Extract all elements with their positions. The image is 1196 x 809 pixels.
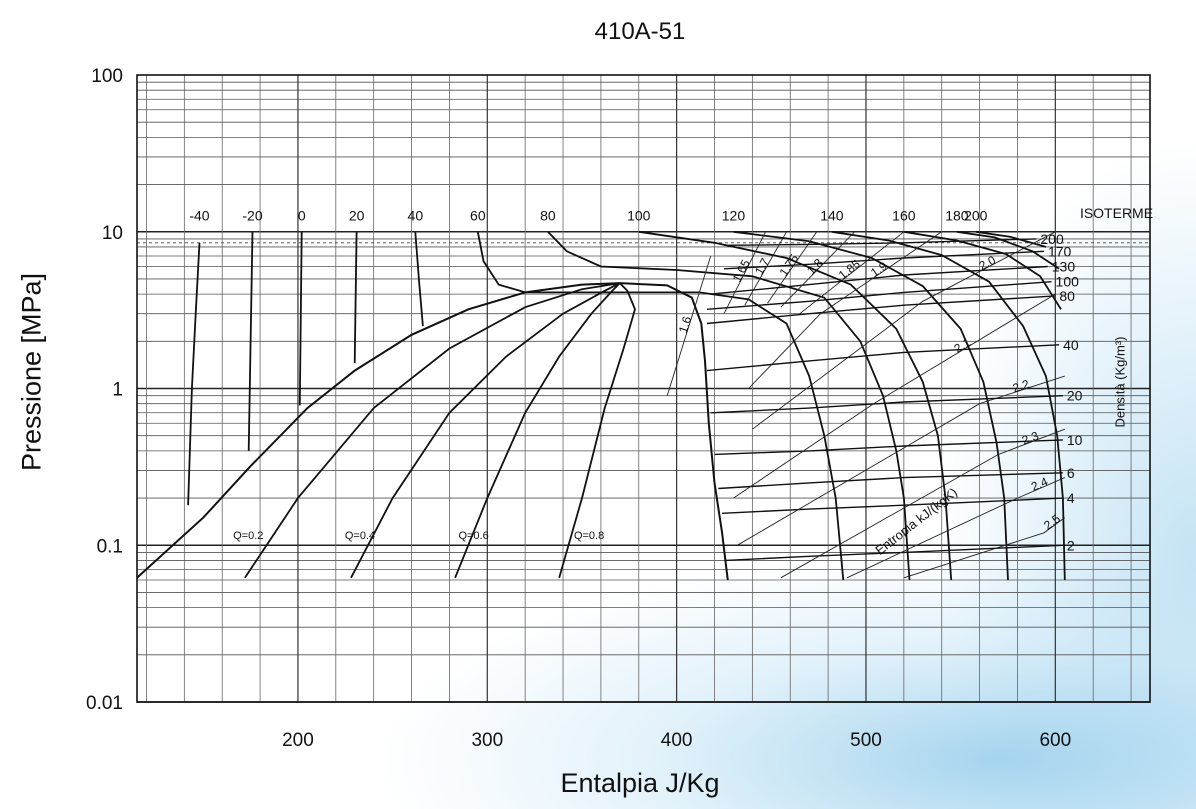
isotherm-line [956, 230, 1060, 270]
y-tick-label: 1 [112, 380, 123, 401]
isotherm-label: 120 [722, 207, 746, 223]
entropy-label: 2.2 [1011, 377, 1031, 396]
x-tick-label: 200 [282, 730, 314, 751]
density-label: 130 [1052, 259, 1076, 275]
entropy-line [666, 255, 712, 396]
entropy-label: 2.0 [977, 253, 999, 273]
entropy-line [780, 231, 855, 308]
isotherm-label: 60 [470, 207, 486, 223]
entropy-label: 2.3 [1020, 428, 1041, 447]
entropy-line [744, 231, 787, 306]
density-line [710, 395, 1063, 414]
entropy-line [723, 231, 767, 314]
saturation-liquid-line [136, 282, 620, 579]
entropy-line [733, 293, 1056, 499]
isotherm-label: 80 [540, 207, 556, 223]
density-line [723, 238, 1037, 246]
quality-line [454, 282, 621, 579]
entropy-label: 1.7 [752, 256, 773, 278]
isotherm-line [187, 242, 201, 506]
density-label: 170 [1048, 243, 1072, 259]
entropy-line [736, 375, 1065, 546]
density-line [714, 439, 1063, 456]
density-label: 40 [1063, 337, 1079, 353]
quality-line [350, 282, 621, 579]
density-line [710, 265, 1048, 295]
density-label: 2 [1067, 537, 1075, 553]
density-label: 20 [1067, 388, 1083, 404]
isotherm-label: 40 [408, 207, 424, 223]
quality-label: Q=0.2 [233, 530, 263, 542]
x-tick-label: 300 [471, 730, 503, 751]
entropy-line [780, 428, 1065, 579]
density-line [718, 472, 1063, 490]
density-line [706, 344, 1060, 372]
x-axis-label: Entalpia J/Kg [560, 768, 720, 798]
entropy-line [767, 231, 818, 304]
quality-line [558, 282, 636, 579]
entropy-label: 1.65 [730, 257, 753, 284]
quality-line [244, 282, 620, 579]
density-label: 100 [1056, 274, 1080, 290]
grid-layer [137, 75, 1150, 703]
isotherm-label: -20 [242, 207, 262, 223]
isotherm-line [298, 231, 303, 406]
entropy-line [748, 231, 942, 389]
entropy-line [903, 517, 1066, 579]
density-label: 80 [1059, 288, 1075, 304]
density-line [722, 497, 1063, 514]
entropy-line [846, 477, 1065, 579]
y-tick-label: 0.1 [97, 536, 123, 557]
density-label: 200 [1040, 231, 1064, 247]
entropy-label: 1.8 [804, 256, 826, 278]
entropy-label: 2.4 [1029, 474, 1050, 494]
y-tick-label: 0.01 [86, 693, 123, 714]
isotherm-label: 180 [945, 207, 969, 223]
y-tick-label: 100 [91, 66, 123, 87]
y-tick-label: 10 [102, 223, 123, 244]
density-label: 6 [1067, 465, 1075, 481]
isotherm-line [247, 231, 254, 451]
x-tick-label: 500 [850, 730, 882, 751]
x-tick-label: 400 [661, 730, 693, 751]
isotherm-label: 20 [349, 207, 365, 223]
isotherm-line [903, 230, 1062, 310]
plot-frame [136, 74, 1151, 703]
isotherm-line [414, 231, 424, 327]
saturation-vapor-line [619, 282, 729, 581]
quality-label: Q=0.6 [458, 530, 488, 542]
isotherm-label: 140 [820, 207, 844, 223]
entropy-label: 1.6 [676, 314, 694, 334]
chart-title: 410A-51 [594, 18, 686, 45]
x-tick-label: 600 [1039, 730, 1071, 751]
entropy-label: 2.5 [1041, 511, 1063, 532]
quality-label: Q=0.8 [574, 530, 604, 542]
density-line [725, 544, 1063, 562]
isotherm-label: 100 [627, 207, 651, 223]
isotherm-line [733, 230, 1009, 581]
curves-layer [136, 230, 1066, 581]
isotherm-label: -40 [189, 207, 209, 223]
entropy-line [799, 231, 905, 315]
isotherm-label: 0 [298, 207, 306, 223]
isotherm-label: 200 [964, 207, 988, 223]
density-label: 4 [1067, 490, 1075, 506]
isotherm-line [638, 230, 953, 581]
isotherm-line [476, 231, 845, 581]
density-label: 10 [1067, 432, 1083, 448]
entropy-line [752, 231, 1056, 430]
quality-label: Q=0.4 [345, 530, 375, 542]
isotherm-header: ISOTERME [1080, 205, 1153, 221]
density-line [706, 295, 1056, 325]
isotherm-line [831, 230, 1066, 581]
density-line [706, 281, 1052, 310]
isotherm-label: 160 [892, 207, 916, 223]
isotherm-line [353, 231, 358, 364]
density-header: Densità (Kg/m³) [1113, 336, 1128, 427]
isotherm-line [547, 231, 911, 581]
